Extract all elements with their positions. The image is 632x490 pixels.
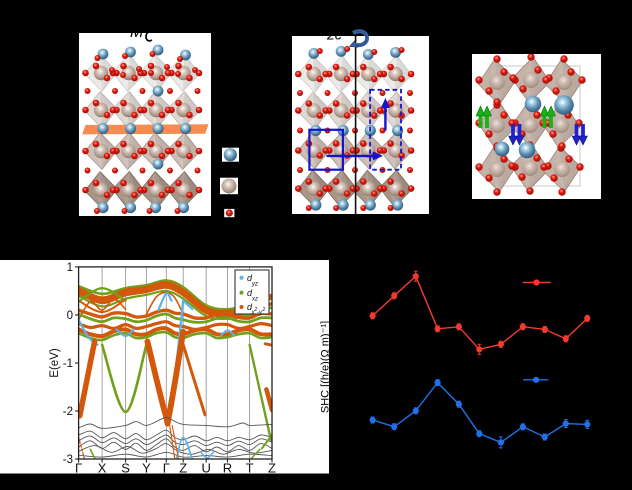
svg-text:d: d [247,302,253,312]
svg-text:2: 2 [254,307,258,313]
svg-text:2c: 2c [326,27,342,43]
svg-text:xz: xz [251,297,258,303]
svg-text:Z: Z [179,461,187,476]
svg-text:0: 0 [67,310,73,322]
svg-text:Γ: Γ [163,461,170,476]
svg-text:Y: Y [142,461,151,476]
svg-text:x: x [251,310,256,316]
svg-text:SHC [(h/e)(Ω m)⁻¹]: SHC [(h/e)(Ω m)⁻¹] [320,321,332,413]
svg-text:R: R [223,461,232,476]
svg-text:2: 2 [262,307,266,313]
svg-text:-y: -y [257,310,263,316]
svg-text:U: U [202,461,211,476]
svg-text:d: d [247,273,253,283]
svg-text:S: S [121,461,130,476]
svg-text:Γ: Γ [75,461,82,476]
svg-text:X: X [98,461,107,476]
svg-text:d: d [247,288,253,298]
svg-text:T: T [246,461,254,476]
svg-text:yz: yz [251,282,258,288]
svg-text:-3: -3 [63,454,73,466]
svg-text:1: 1 [67,262,73,274]
svg-text:-2: -2 [63,406,73,418]
svg-text:M: M [130,24,144,41]
svg-text:E(eV): E(eV) [49,348,61,378]
svg-text:Z: Z [268,461,276,476]
svg-text:-1: -1 [63,358,73,370]
